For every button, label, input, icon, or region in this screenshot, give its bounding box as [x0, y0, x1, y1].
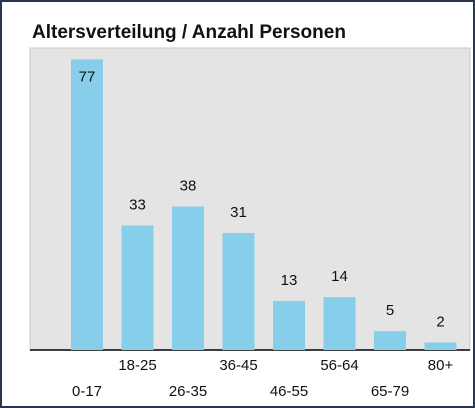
value-label: 13	[281, 272, 298, 289]
value-label: 33	[129, 196, 146, 213]
value-label: 31	[230, 204, 247, 221]
x-tick-label: 36-45	[219, 357, 257, 374]
chart-title: Altersverteilung / Anzahl Personen	[32, 22, 346, 43]
bar	[172, 206, 204, 350]
x-tick-label: 18-25	[118, 357, 156, 374]
bar	[424, 342, 457, 350]
x-tick-label: 0-17	[72, 383, 102, 400]
value-label: 5	[386, 302, 394, 319]
bar	[273, 300, 305, 350]
value-label: 38	[180, 178, 197, 195]
x-tick-label: 56-64	[320, 357, 358, 374]
bar	[222, 232, 255, 350]
bar	[374, 331, 406, 350]
value-label: 77	[79, 68, 96, 85]
x-tick-label: 65-79	[371, 383, 409, 400]
x-tick-label: 80+	[428, 357, 454, 374]
bar	[323, 297, 356, 350]
value-label: 14	[331, 268, 348, 285]
value-label: 2	[436, 313, 444, 330]
x-tick-label: 26-35	[169, 383, 207, 400]
x-tick-label: 46-55	[270, 383, 308, 400]
bar	[71, 59, 103, 350]
bar	[121, 225, 154, 350]
